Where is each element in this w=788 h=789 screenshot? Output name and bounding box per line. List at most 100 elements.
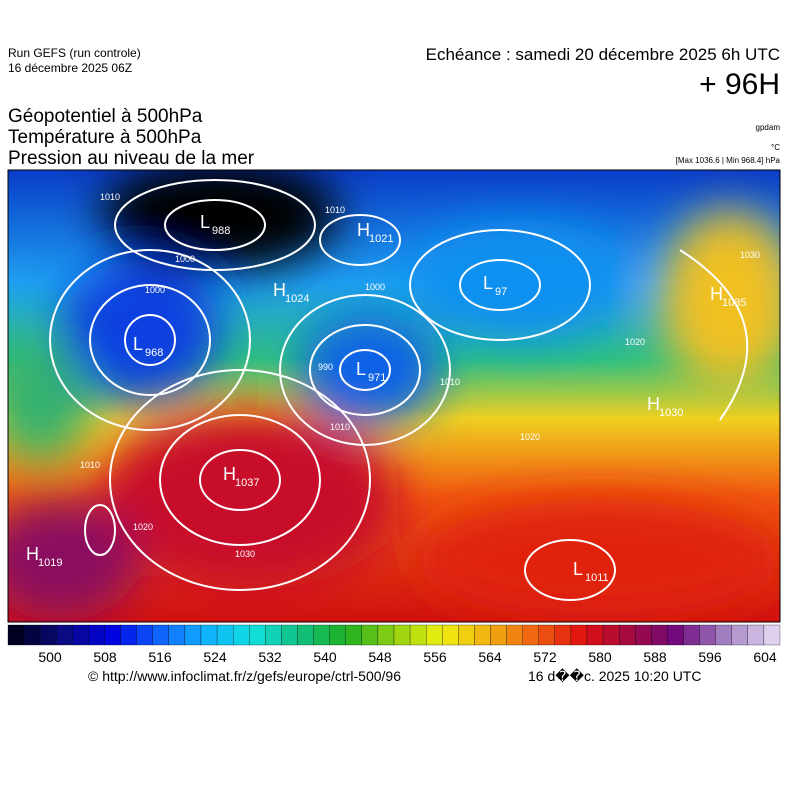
isobar-label: 1010 (100, 192, 120, 202)
isobar-label: 1020 (133, 522, 153, 532)
system-value: 1021 (369, 233, 393, 245)
colorbar-cell (297, 624, 314, 646)
colorbar-tick-label: 508 (93, 649, 117, 665)
unit: °C (771, 143, 780, 152)
colorbar-cell (619, 624, 636, 646)
colorbar-cell (72, 624, 89, 646)
system-value: 988 (212, 225, 230, 237)
isobar-label: 1000 (145, 285, 165, 295)
colorbar-cell (522, 624, 539, 646)
colorbar-cell (40, 624, 57, 646)
isobar-label: 1010 (80, 460, 100, 470)
system-value: 1011 (585, 572, 609, 584)
colorbar-cell (233, 624, 250, 646)
system-letter: L (356, 359, 366, 379)
colorbar-tick-label: 540 (313, 649, 337, 665)
isobar-label: 1010 (325, 205, 345, 215)
colorbar-cell (168, 624, 186, 646)
colorbar-cell (104, 624, 121, 646)
colorbar-cell (458, 624, 475, 646)
source: © http://www.infoclimat.fr/z/gefs/europe… (88, 668, 402, 684)
colorbar-cell (120, 624, 137, 646)
colorbar-cell (570, 624, 588, 646)
isobar-label: 1000 (175, 254, 195, 264)
system-letter: H (223, 464, 236, 484)
system-letter: H (26, 544, 39, 564)
valid-time: Echéance : samedi 20 décembre 2025 6h UT… (425, 45, 780, 64)
system-value: 971 (368, 372, 386, 384)
colorbar-cell (329, 624, 346, 646)
system-value: 1037 (235, 477, 259, 489)
colorbar-tick-label: 572 (533, 649, 557, 665)
isobar-label: 1030 (740, 250, 760, 260)
colorbar-cell (200, 624, 218, 646)
colorbar-cell (136, 624, 153, 646)
colorbar-tick-label: 604 (753, 649, 777, 665)
colorbar-cell (683, 624, 700, 646)
field: Température à 500hPa (8, 127, 202, 148)
colorbar-cell (361, 624, 379, 646)
colorbar-cell (265, 624, 282, 646)
colorbar-cell (715, 624, 732, 646)
colorbar-cell (731, 624, 748, 646)
colorbar-cell (393, 624, 411, 646)
colorbar-cell (152, 624, 169, 646)
field-shading (8, 170, 780, 622)
colorbar-cell (409, 624, 427, 646)
unit: [Max 1036.6 | Min 968.4] hPa (675, 156, 780, 165)
colorbar-tick-label: 548 (368, 649, 392, 665)
colorbar-tick-label: 516 (148, 649, 172, 665)
isobar-label: 1010 (330, 422, 350, 432)
system-value: 1019 (38, 557, 62, 569)
colorbar-cell (249, 624, 266, 646)
colorbar-cell (442, 624, 459, 646)
field: Pression au niveau de la mer (8, 148, 255, 169)
colorbar-cell (88, 624, 105, 646)
colorbar-tick-label: 596 (698, 649, 722, 665)
system-value: 968 (145, 347, 163, 359)
colorbar-tick-label: 588 (643, 649, 667, 665)
colorbar-tick-label: 524 (203, 649, 227, 665)
colorbar-cell (281, 624, 298, 646)
colorbar-cell (490, 624, 507, 646)
system-letter: H (647, 394, 660, 414)
colorbar-tick-label: 580 (588, 649, 612, 665)
system-letter: H (273, 280, 286, 300)
generated: 16 d��c. 2025 10:20 UTC (528, 668, 702, 684)
colorbar-cell (538, 624, 555, 646)
run: Run GEFS (run controle) (8, 46, 141, 60)
colorbar-cell (56, 624, 73, 646)
colorbar-cell (377, 624, 395, 646)
system-letter: L (573, 559, 583, 579)
lead-time: + 96H (699, 68, 780, 101)
colorbar-tick-label: 500 (38, 649, 62, 665)
colorbar-cell (554, 624, 572, 646)
system-letter: L (133, 334, 143, 354)
system-letter: L (200, 212, 210, 232)
colorbar-cell (184, 624, 202, 646)
system-value: 1030 (659, 407, 683, 419)
colorbar-cell (602, 624, 620, 646)
isobar-label: 1010 (440, 377, 460, 387)
colorbar-tick-label: 532 (258, 649, 282, 665)
colorbar-tick-label: 564 (478, 649, 502, 665)
colorbar-cell (506, 624, 523, 646)
colorbar-cell (313, 624, 330, 646)
colorbar-cell (651, 624, 668, 646)
isobar-label: 1020 (520, 432, 540, 442)
colorbar-cell (699, 624, 716, 646)
run-date: 16 décembre 2025 06Z (8, 61, 133, 75)
colorbar-cell (474, 624, 491, 646)
colorbar-cell (586, 624, 604, 646)
colorbar-cell (747, 624, 765, 646)
isobar-label: 1000 (365, 282, 385, 292)
isobar-label: 990 (318, 362, 333, 372)
colorbar-cell (426, 624, 443, 646)
system-value: 1035 (722, 297, 746, 309)
colorbar-cell (635, 624, 652, 646)
isobar-label: 1020 (625, 337, 645, 347)
colorbar-cell (216, 624, 234, 646)
system-value: 1024 (285, 293, 309, 305)
